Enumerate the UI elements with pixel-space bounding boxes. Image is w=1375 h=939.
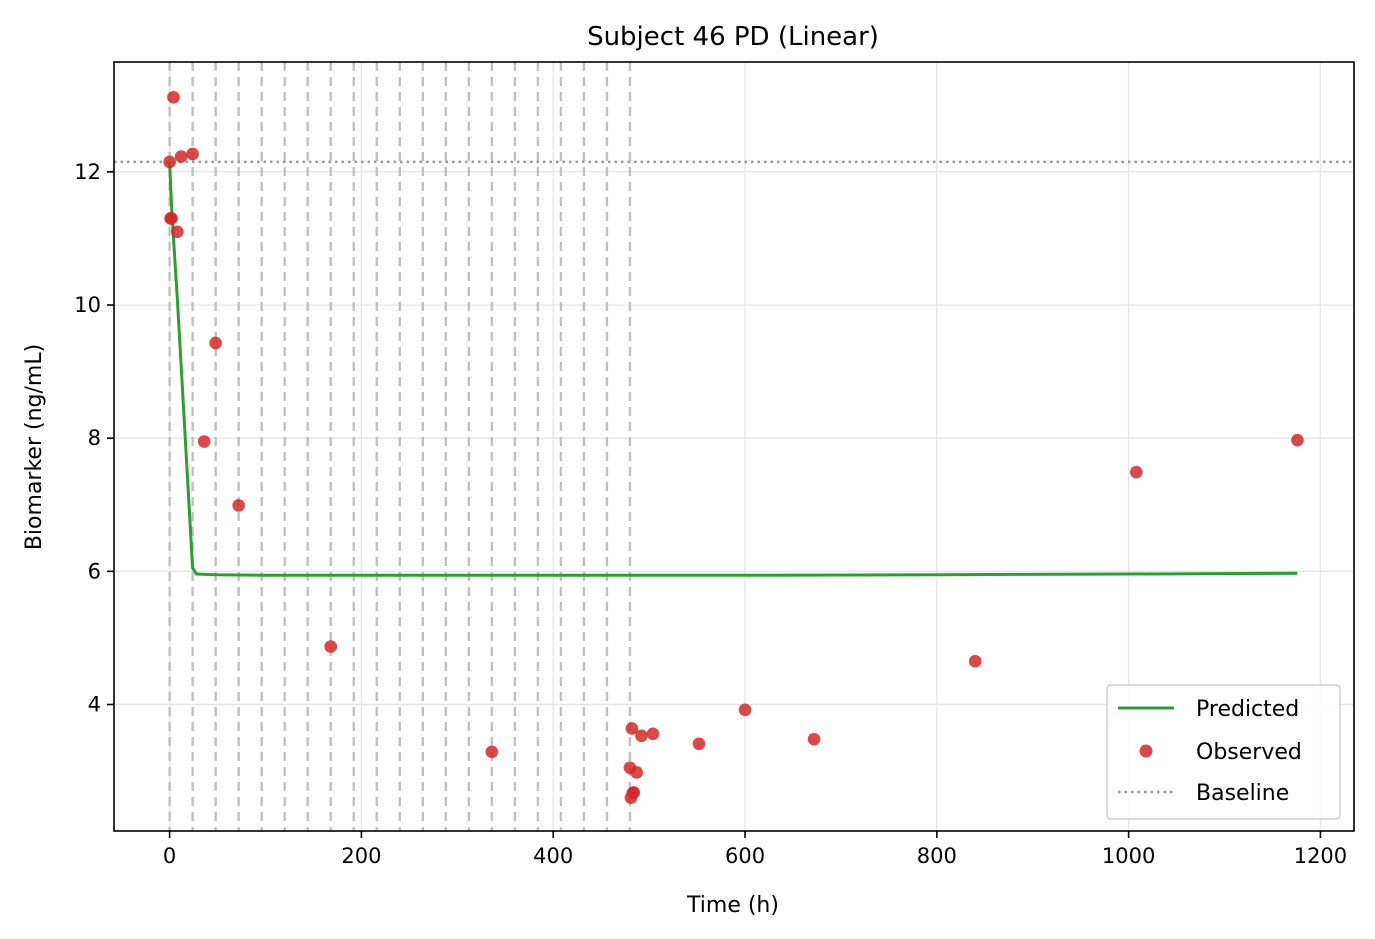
y-tick-label: 4 [88, 692, 101, 716]
observed-point [167, 90, 180, 104]
y-axis-label: Biomarker (ng/mL) [22, 344, 47, 550]
observed-point [635, 729, 648, 743]
plot-frame [113, 61, 1355, 832]
legend-box [1106, 684, 1341, 820]
x-tick-label: 400 [533, 844, 573, 868]
observed-point [1291, 433, 1304, 447]
observed-point [630, 766, 643, 779]
observed-point [692, 737, 706, 751]
x-tick-label: 1200 [1294, 844, 1347, 868]
predicted-line [168, 161, 1298, 577]
observed-point [1130, 465, 1143, 479]
observed-point [968, 654, 982, 668]
y-axis-ticks: 4 6 8 10 12 [74, 160, 114, 716]
predicted-series [168, 161, 1298, 577]
x-tick-label: 1000 [1102, 844, 1155, 868]
observed-point [485, 745, 499, 759]
observed-point [646, 727, 660, 741]
observed-point [209, 336, 222, 350]
observed-point [197, 435, 211, 448]
y-tick-label: 12 [74, 160, 101, 184]
legend-observed-swatch [1139, 744, 1153, 758]
legend: Predicted Observed Baseline [1106, 684, 1341, 820]
observed-series [163, 90, 1304, 805]
observed-point [232, 499, 245, 512]
x-axis-ticks: 0 200 400 600 800 1000 1200 [163, 831, 1347, 868]
observed-point [163, 155, 176, 169]
y-tick-label: 6 [88, 559, 101, 583]
x-tick-label: 200 [341, 844, 381, 868]
x-tick-label: 800 [917, 844, 957, 868]
grid-lines [114, 62, 1354, 831]
x-tick-label: 600 [725, 844, 765, 868]
observed-point [170, 225, 184, 239]
observed-point [807, 732, 821, 746]
legend-baseline-label: Baseline [1196, 781, 1289, 806]
chart-title: Subject 46 PD (Linear) [587, 22, 879, 52]
observed-point [186, 147, 199, 161]
observed-point [738, 703, 752, 717]
observed-point [625, 722, 639, 735]
legend-predicted-label: Predicted [1196, 697, 1299, 722]
x-tick-label: 0 [163, 844, 176, 868]
dose-time-lines [168, 62, 632, 831]
y-tick-label: 8 [88, 426, 101, 450]
y-tick-label: 10 [74, 293, 101, 317]
observed-point [627, 786, 641, 799]
observed-point [324, 640, 338, 653]
x-axis-label: Time (h) [686, 893, 779, 918]
observed-point [174, 150, 188, 163]
legend-observed-label: Observed [1196, 740, 1302, 765]
observed-point [165, 212, 178, 225]
